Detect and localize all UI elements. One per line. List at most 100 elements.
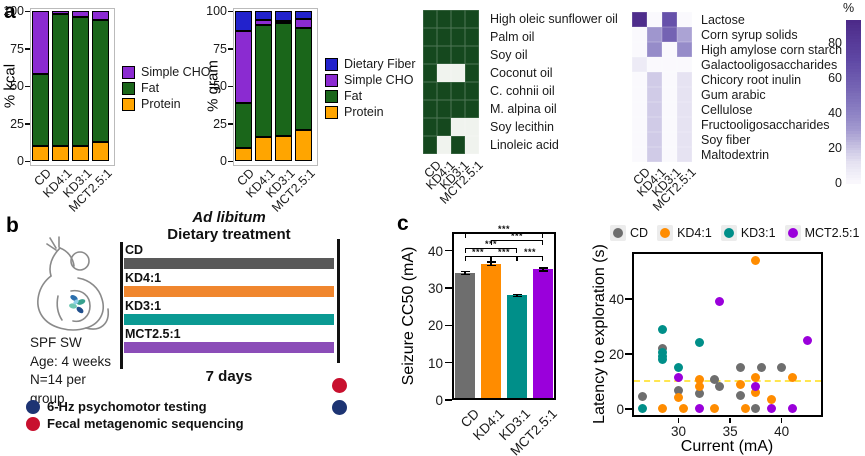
heatmap-cell — [647, 147, 662, 162]
heatmap-row-label: Cellulose — [701, 102, 753, 117]
significance-label: *** — [510, 230, 523, 241]
heatmap-row-label: Linoleic acid — [490, 138, 559, 152]
bar-segment-simple-cho — [295, 18, 312, 28]
heatmap-cell — [465, 82, 479, 100]
colorbar-strip — [846, 77, 861, 81]
y-tick-mark — [25, 10, 30, 12]
y-tick-label: 10 — [427, 355, 443, 371]
heatmap-cell — [662, 102, 677, 117]
heatmap-row-label: Soy lecithin — [490, 120, 554, 134]
colorbar-tick-label: 60 — [828, 70, 842, 85]
heatmap-cell — [662, 72, 677, 87]
diet-label-kd41: KD4:1 — [125, 271, 162, 285]
heatmap-cell — [437, 64, 451, 82]
colorbar-strip — [846, 20, 861, 24]
y-tick-mark — [625, 353, 632, 355]
heatmap-row-label: Corn syrup solids — [701, 27, 798, 42]
scatter-point-cd — [735, 363, 745, 372]
colorbar-strip — [846, 155, 861, 160]
colorbar-strip — [846, 66, 861, 70]
scatter-point-kd41 — [694, 375, 704, 385]
heatmap-cell — [451, 46, 465, 64]
y-tick-mark — [25, 85, 30, 87]
diet-label-mct251: MCT2.5:1 — [125, 327, 181, 341]
heatmap-cell — [437, 10, 451, 28]
legend-label: Protein — [141, 97, 181, 111]
y-tick-mark — [625, 408, 632, 410]
colorbar-strip — [846, 82, 861, 86]
bar-segment-simple-cho — [72, 11, 89, 17]
colorbar-strip — [846, 39, 861, 43]
colorbar-strip — [846, 106, 861, 111]
y-tick-label: 75 — [10, 41, 24, 56]
colorbar-strip — [846, 74, 861, 78]
colorbar-percent-label: % — [843, 1, 855, 15]
significance-label: *** — [471, 246, 484, 257]
x-tick-mark — [729, 418, 731, 423]
y-tick-label: 50 — [10, 79, 24, 93]
error-bar-cap — [538, 270, 548, 272]
colorbar-strip — [846, 134, 861, 138]
colorbar-strip — [846, 128, 861, 132]
heatmap-cell — [647, 42, 662, 57]
scatter-plot-box — [632, 252, 823, 417]
heatmap-cell — [437, 136, 451, 154]
y-tick-label: 50 — [213, 79, 227, 93]
heatmap-row-label: Maltodextrin — [701, 147, 770, 162]
colorbar-strip — [846, 90, 861, 94]
legend-dot-icon — [613, 228, 623, 238]
subject-line: group — [30, 390, 65, 406]
legend-item-mct251: MCT2.5:1 — [784, 225, 859, 241]
y-tick-label: 40 — [427, 243, 443, 259]
heatmap-row-label: Fructooligosaccharides — [701, 117, 830, 132]
y-tick-mark — [625, 298, 632, 300]
cc50-axis-title: Seizure CC50 (mA) — [400, 246, 417, 386]
legend-dot-icon — [660, 228, 671, 238]
heatmap-cell — [662, 27, 677, 42]
y-tick-mark — [228, 160, 233, 162]
diet-bar-kd41 — [124, 286, 334, 297]
y-tick-label: 75 — [213, 41, 227, 56]
colorbar-strip — [846, 55, 861, 59]
diet-bar-cd — [124, 258, 334, 269]
gut-microbes-icon — [69, 295, 86, 314]
bar-segment-dietary-fiber — [275, 11, 292, 21]
significance-bracket — [491, 240, 543, 246]
legend-swatch-dietary-fiber — [325, 58, 338, 71]
heatmap-cell — [437, 82, 451, 100]
heatmap-cell — [662, 87, 677, 102]
treatment-title: Dietary treatment — [167, 226, 291, 243]
colorbar-tick-label: 20 — [828, 140, 842, 155]
significance-label: *** — [497, 223, 510, 234]
y-tick-label: 40 — [608, 291, 624, 307]
bar-segment-dietary-fiber — [235, 11, 252, 31]
bar-segment-protein — [92, 141, 109, 161]
heatmap-cell — [662, 147, 677, 162]
bar-segment-protein — [52, 146, 69, 161]
colorbar-strip — [846, 36, 861, 40]
error-bar-cap — [460, 270, 470, 273]
heatmap-cell — [423, 10, 437, 28]
y-tick-label: 100 — [3, 4, 24, 18]
heatmap-cell — [632, 132, 647, 147]
heatmap-cell — [451, 28, 465, 46]
heatmap-cell — [662, 42, 677, 57]
heatmap-cell — [465, 28, 479, 46]
bar-segment-simple-cho — [92, 11, 109, 20]
colorbar-strip — [846, 41, 861, 46]
colorbar-strip — [846, 123, 861, 127]
legend-item-kd31: KD3:1 — [720, 225, 776, 241]
colorbar-strip — [846, 117, 861, 122]
error-bar-cap — [512, 293, 522, 296]
legend-label: Fat — [344, 89, 363, 103]
bar-segment-fat — [275, 23, 292, 136]
legend-item-cd: CD — [610, 225, 648, 241]
y-tick-label: 100 — [206, 4, 227, 18]
heatmap-cell — [647, 12, 662, 27]
error-bar-line — [542, 267, 544, 271]
colorbar-strip — [846, 125, 861, 130]
sequencing-dot-icon — [26, 417, 40, 431]
y-tick-label: 0 — [17, 154, 24, 168]
legend-dot-icon — [787, 228, 798, 238]
mouse-icon — [37, 236, 110, 331]
